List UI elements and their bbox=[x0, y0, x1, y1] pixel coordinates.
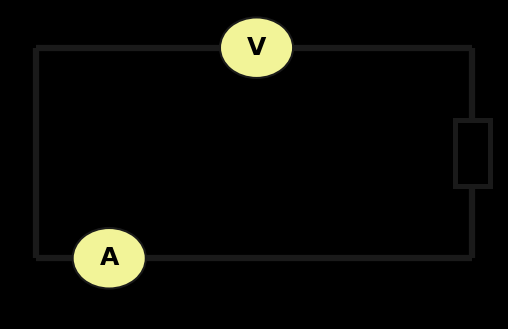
Ellipse shape bbox=[73, 228, 146, 289]
Text: V: V bbox=[247, 36, 266, 60]
Text: A: A bbox=[100, 246, 119, 270]
Bar bbox=[455, 120, 490, 186]
Ellipse shape bbox=[220, 17, 293, 78]
